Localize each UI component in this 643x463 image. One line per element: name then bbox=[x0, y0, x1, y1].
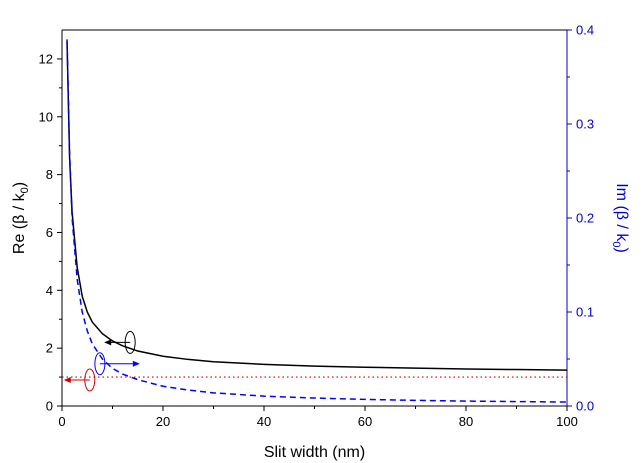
series-layer bbox=[62, 39, 568, 403]
plot-frame bbox=[61, 29, 568, 407]
y-right-title-sub: 0 bbox=[610, 241, 622, 247]
y-left-tick-label: 12 bbox=[39, 51, 53, 66]
y-right-tick-label: 0.1 bbox=[576, 305, 594, 320]
x-tick-label: 20 bbox=[156, 414, 170, 429]
series-im-line bbox=[66, 39, 568, 403]
y-left-title-close: ) bbox=[11, 182, 28, 187]
y-right-tick-label: 0.0 bbox=[576, 399, 594, 414]
y-right-tick-label: 0.2 bbox=[576, 211, 594, 226]
indicator-arrow-head bbox=[132, 360, 140, 367]
y-left-tick-label: 6 bbox=[46, 225, 53, 240]
y-axis-left-title: Re (β / k0) bbox=[11, 182, 31, 254]
y-right-tick-label: 0.4 bbox=[576, 23, 594, 38]
axis-indicator bbox=[94, 352, 140, 376]
indicator-arrow-head bbox=[104, 339, 112, 346]
annotation-layer bbox=[63, 330, 140, 392]
x-tick-label: 100 bbox=[556, 414, 578, 429]
y-right-title-close: ) bbox=[613, 247, 630, 252]
axis-indicator bbox=[104, 330, 136, 354]
x-tick-label: 80 bbox=[459, 414, 473, 429]
x-tick-label: 0 bbox=[58, 414, 65, 429]
x-tick-label: 60 bbox=[358, 414, 372, 429]
y-right-tick-label: 0.3 bbox=[576, 117, 594, 132]
x-tick-label: 40 bbox=[257, 414, 271, 429]
y-left-title-sub: 0 bbox=[19, 187, 31, 193]
x-axis-title: Slit width (nm) bbox=[264, 444, 365, 461]
axis-indicator bbox=[63, 368, 96, 392]
y-left-tick-label: 10 bbox=[39, 109, 53, 124]
tick-group: 0 20 40 60 80 100 0 2 4 6 8 10 12 0.0 0.1 0.2 0.3 0.4 bbox=[39, 23, 595, 430]
y-left-title-main: Re (β / k bbox=[11, 192, 28, 254]
y-left-tick-label: 2 bbox=[46, 341, 53, 356]
y-axis-right-title: Im (β / k0) bbox=[610, 183, 630, 253]
y-left-tick-label: 4 bbox=[46, 283, 53, 298]
y-right-title-main: Im (β / k bbox=[613, 183, 630, 242]
y-left-tick-label: 8 bbox=[46, 167, 53, 182]
series-re-line bbox=[66, 41, 568, 371]
y-left-tick-label: 0 bbox=[46, 399, 53, 414]
indicator-arrow-head bbox=[63, 376, 71, 383]
